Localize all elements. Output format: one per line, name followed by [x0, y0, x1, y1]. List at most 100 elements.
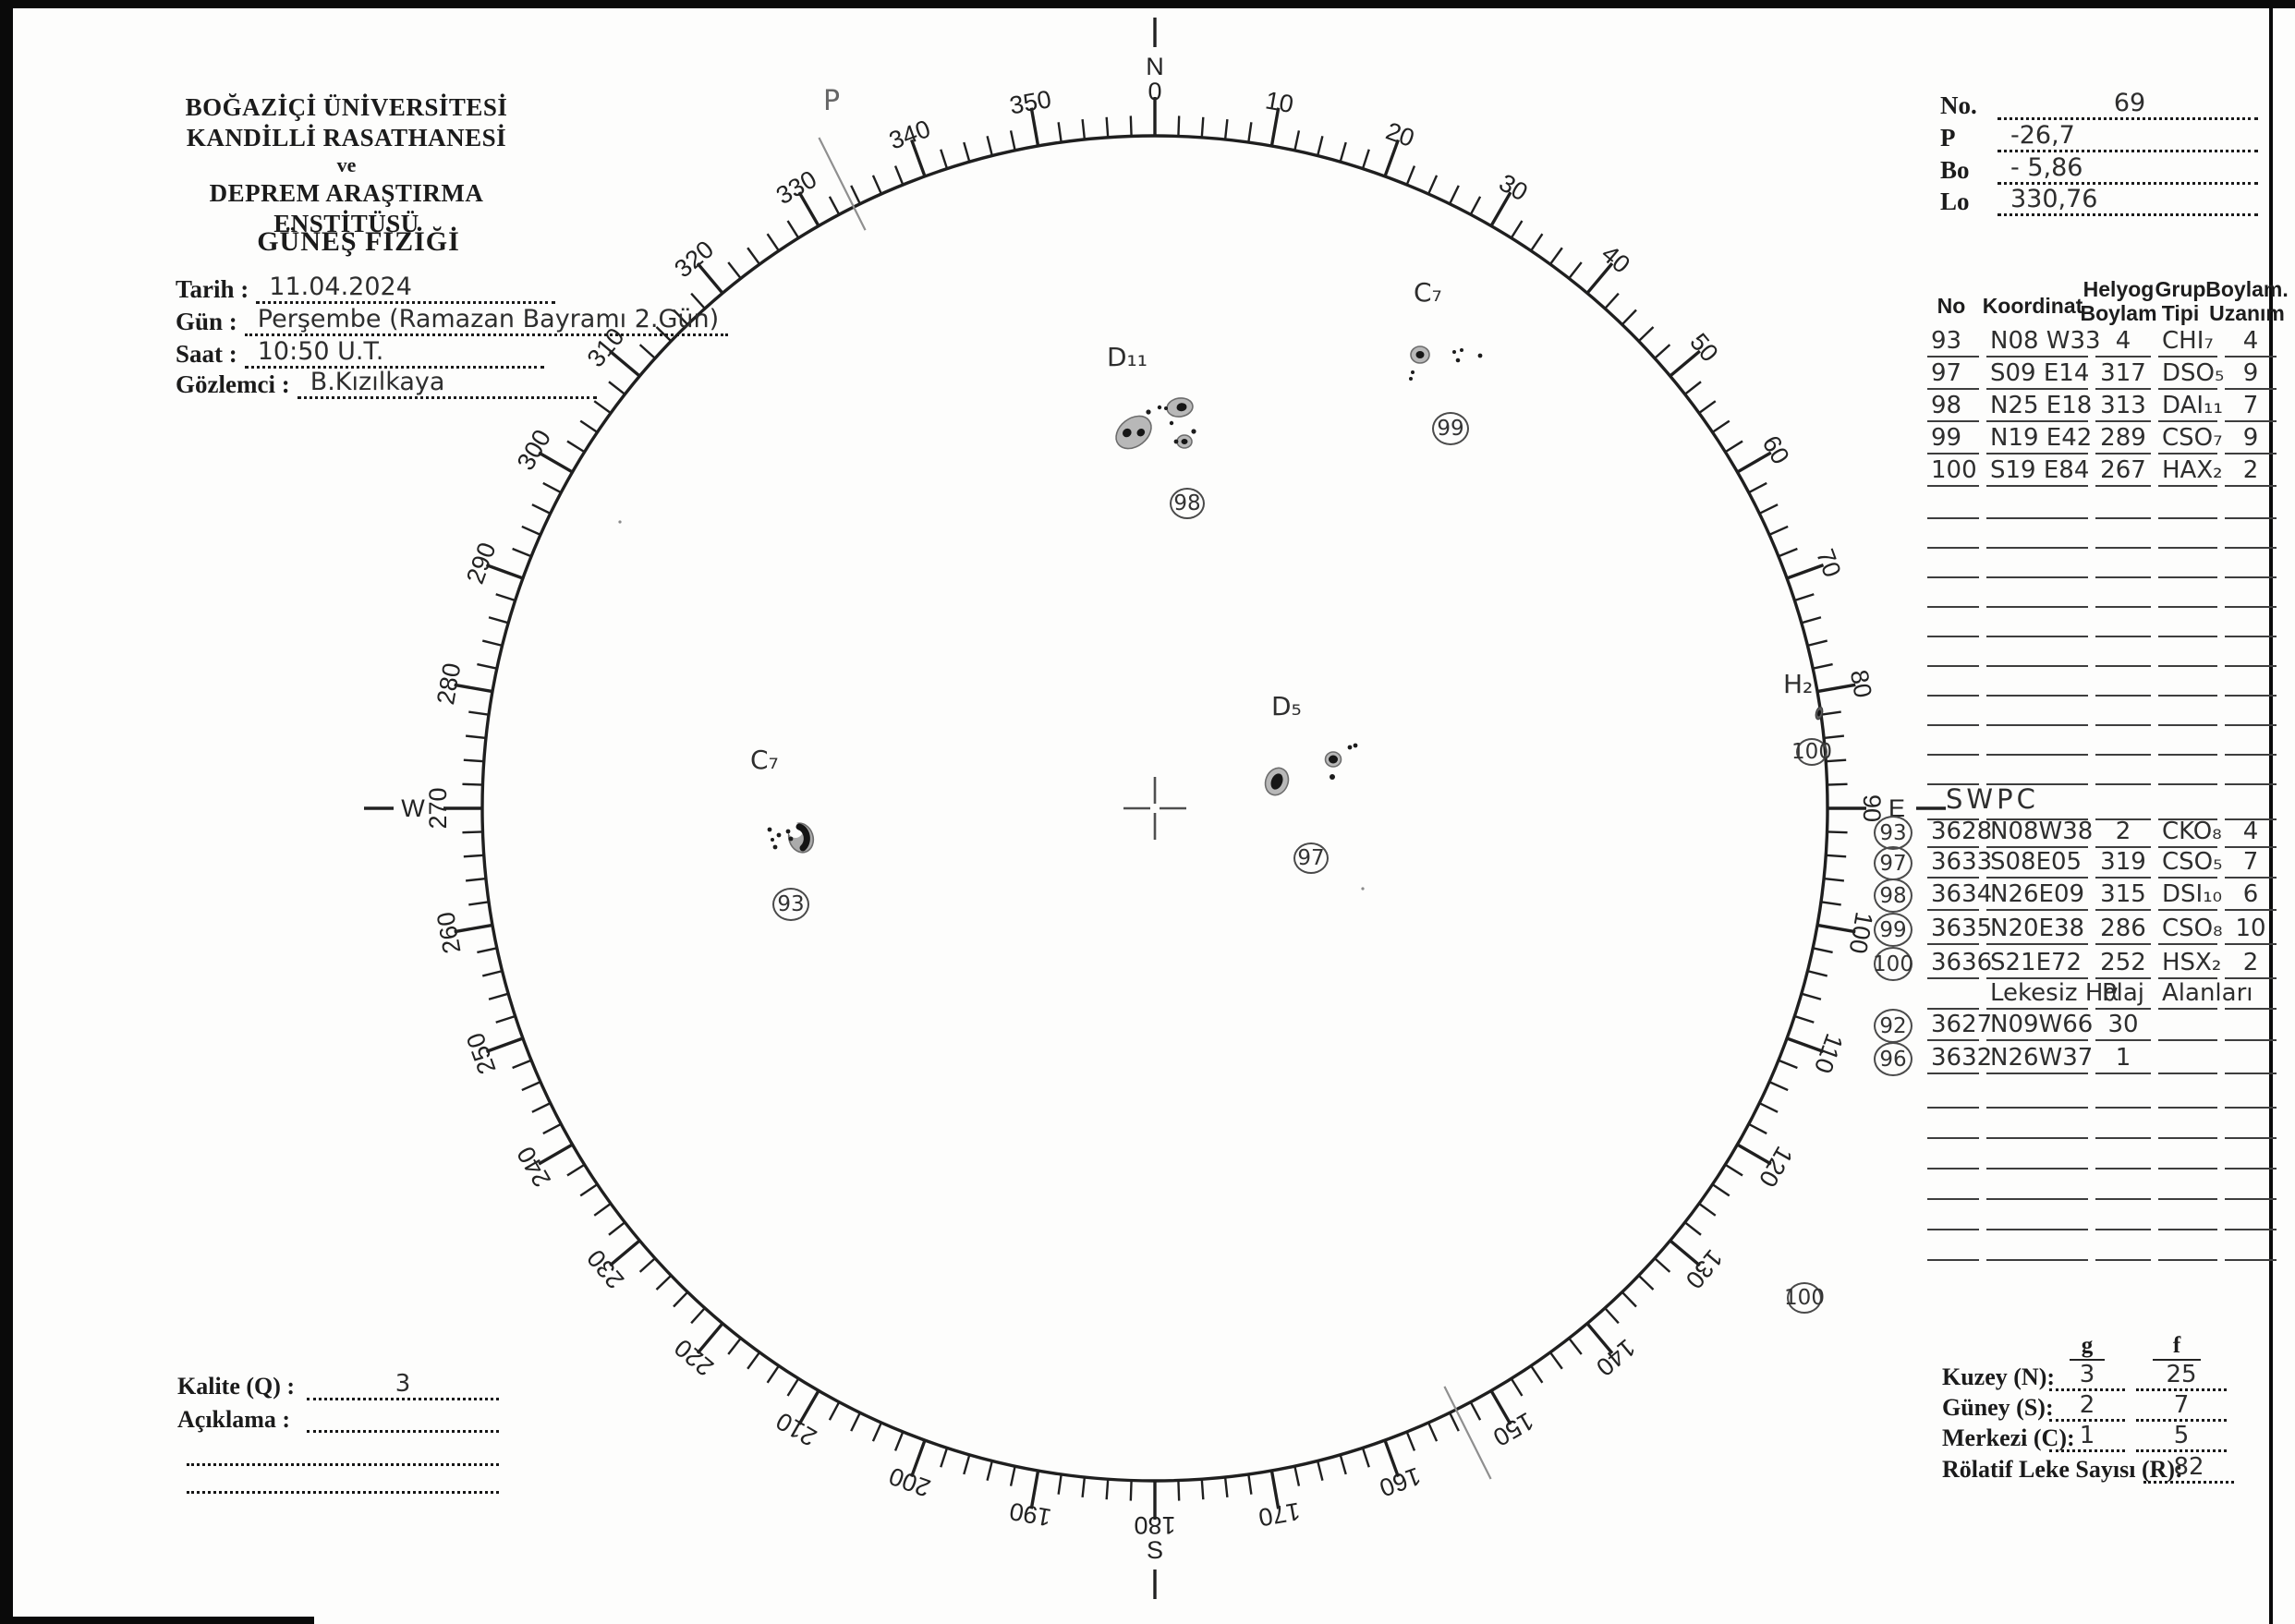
table-cell: 4	[2242, 327, 2259, 355]
svg-text:130: 130	[1680, 1244, 1728, 1294]
table-underline	[1927, 1073, 1979, 1074]
table-underline	[2158, 695, 2217, 697]
table-header: Tipi	[2161, 301, 2200, 325]
table-cell: 9	[2242, 359, 2259, 387]
table-underline	[2158, 1107, 2217, 1109]
table-underline	[1986, 783, 2088, 785]
table-underline	[2225, 485, 2277, 487]
table-header: Uzanım	[2209, 301, 2285, 325]
table-underline	[2225, 388, 2277, 390]
table-cell: 3635	[1931, 915, 1993, 942]
svg-text:300: 300	[512, 425, 557, 475]
sunspot-group-label: D₁₁	[1107, 342, 1148, 372]
table-cell: N26E09	[1990, 880, 2085, 908]
table-cell: CSO₇	[2162, 424, 2223, 452]
south-f-value: 7	[2136, 1391, 2227, 1422]
table-underline	[2158, 1137, 2217, 1139]
north-label: Kuzey (N):	[1942, 1363, 2056, 1390]
table-cell: 9	[2242, 424, 2259, 452]
table-underline	[1927, 388, 1979, 390]
swpc-row-number-circle: 93	[1874, 816, 1912, 850]
svg-text:N: N	[1146, 53, 1164, 80]
table-cell: 100	[1931, 456, 1977, 484]
table-underline	[1986, 846, 2088, 848]
table-underline	[1927, 846, 1979, 848]
table-cell: 4	[2242, 818, 2259, 845]
table-underline	[1927, 1229, 1979, 1230]
tarih-value: 11.04.2024	[256, 273, 556, 304]
table-underline	[1986, 453, 2088, 454]
table-underline	[2225, 453, 2277, 454]
svg-text:S: S	[1147, 1536, 1163, 1564]
table-underline	[2158, 1168, 2217, 1170]
table-underline	[2095, 517, 2151, 519]
svg-text:350: 350	[1007, 85, 1053, 119]
table-underline	[1927, 977, 1979, 979]
table-underline	[2095, 547, 2151, 549]
table-underline	[2158, 485, 2217, 487]
table-underline	[2158, 754, 2217, 756]
table-cell: 3636	[1931, 949, 1993, 976]
table-underline	[1927, 877, 1979, 879]
table-underline	[2095, 388, 2151, 390]
sunspot-group-label: C₇	[750, 745, 779, 775]
table-underline	[1986, 547, 2088, 549]
svg-text:60: 60	[1757, 430, 1795, 468]
table-underline	[2095, 1137, 2151, 1139]
svg-text:210: 210	[771, 1407, 821, 1452]
field-gun: Gün : Perşembe (Ramazan Bayramı 2.Gün)	[176, 305, 729, 336]
table-underline	[1927, 420, 1979, 422]
svg-text:160: 160	[1376, 1461, 1425, 1502]
table-underline	[1986, 1229, 2088, 1230]
scan-edge-bottom	[0, 1617, 314, 1624]
table-cell: CSO₅	[2162, 848, 2223, 876]
table-underline	[1927, 943, 1979, 945]
table-underline	[2095, 1198, 2151, 1200]
lo-label: Lo	[1940, 188, 1970, 215]
institution-line3: ve	[336, 152, 357, 176]
group-number-circle: 93	[772, 888, 809, 921]
table-cell: 317	[2100, 359, 2146, 387]
table-cell: DAI₁₁	[2162, 392, 2223, 419]
table-underline	[2158, 877, 2217, 879]
circled-number: 100	[1784, 1282, 1825, 1314]
table-underline	[1986, 1039, 2088, 1041]
table-underline	[2225, 356, 2277, 358]
south-label: Güney (S):	[1942, 1394, 2054, 1421]
table-cell: 319	[2100, 848, 2146, 876]
table-underline	[2225, 1137, 2277, 1139]
table-underline	[2095, 724, 2151, 726]
svg-text:W: W	[401, 794, 425, 822]
table-cell: 10	[2235, 915, 2266, 942]
table-cell: N09W66	[1990, 1011, 2094, 1038]
table-underline	[2158, 388, 2217, 390]
table-underline	[1986, 1137, 2088, 1139]
scan-edge-top	[0, 0, 2295, 8]
table-underline	[2095, 1107, 2151, 1109]
table-underline	[1927, 1107, 1979, 1109]
table-underline	[2095, 576, 2151, 578]
swpc-row-number-circle: 100	[1873, 947, 1913, 981]
table-underline	[2158, 1229, 2217, 1230]
table-underline	[1986, 665, 2088, 667]
table-underline	[2095, 1039, 2151, 1041]
table-cell: 315	[2100, 880, 2146, 908]
svg-text:190: 190	[1007, 1497, 1053, 1532]
saat-label: Saat :	[176, 340, 237, 368]
table-underline	[1986, 576, 2088, 578]
table-underline	[1986, 606, 2088, 608]
table-underline	[2095, 943, 2151, 945]
field-lo: Lo 330,76	[1940, 185, 2258, 216]
svg-text:140: 140	[1591, 1333, 1641, 1381]
svg-text:340: 340	[885, 115, 934, 155]
table-underline	[1927, 1259, 1979, 1261]
table-cell: 97	[1931, 359, 1962, 387]
table-underline	[1986, 1259, 2088, 1261]
table-underline	[2158, 943, 2217, 945]
table-cell: CHI₇	[2162, 327, 2214, 355]
table-cell: 3634	[1931, 880, 1993, 908]
gozlemci-label: Gözlemci :	[176, 370, 290, 398]
table-underline	[2225, 783, 2277, 785]
svg-text:0: 0	[1148, 78, 1161, 105]
